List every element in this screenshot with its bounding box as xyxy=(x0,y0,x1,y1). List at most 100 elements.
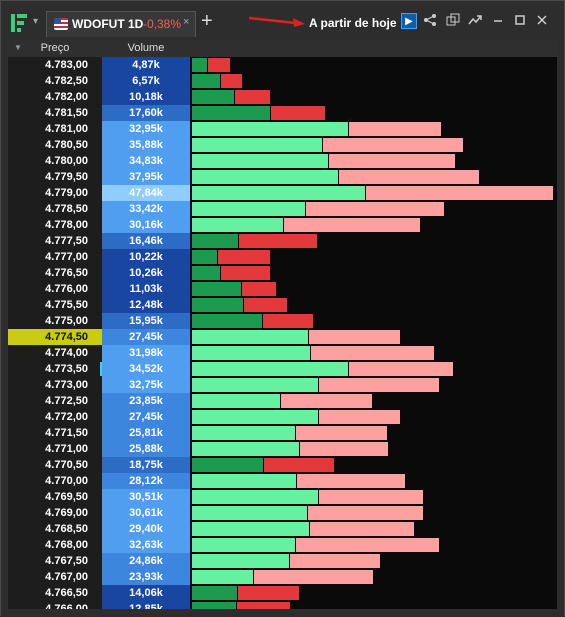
volume-cell: 29,40k xyxy=(102,521,190,537)
tab-close-icon[interactable]: × xyxy=(183,16,190,28)
ladder-row[interactable]: 4.778,00 30,16k xyxy=(8,217,557,233)
sell-volume-bar xyxy=(338,170,479,184)
price-cell: 4.779,50 xyxy=(8,169,102,185)
volume-column-header[interactable]: Volume xyxy=(127,42,165,54)
sell-volume-bar xyxy=(271,106,326,120)
volume-cell: 32,63k xyxy=(102,537,190,553)
buy-volume-bar xyxy=(192,154,329,168)
ladder-row[interactable]: 4.768,50 29,40k xyxy=(8,521,557,537)
ladder-row[interactable]: 4.779,50 37,95k xyxy=(8,169,557,185)
ladder-row[interactable]: 4.767,50 24,86k xyxy=(8,553,557,569)
ladder-row[interactable]: 4.773,50 34,52k xyxy=(8,361,557,377)
volume-cell: 6,57k xyxy=(102,73,190,89)
ladder-row[interactable]: 4.772,00 27,45k xyxy=(8,409,557,425)
buy-volume-bar xyxy=(192,218,283,232)
ladder-row[interactable]: 4.780,00 34,83k xyxy=(8,153,557,169)
ladder-row[interactable]: 4.775,00 15,95k xyxy=(8,313,557,329)
sell-volume-bar xyxy=(283,218,420,232)
ladder-row[interactable]: 4.776,00 11,03k xyxy=(8,281,557,297)
price-cell: 4.781,00 xyxy=(8,121,102,137)
ladder-row[interactable]: 4.770,50 18,75k xyxy=(8,457,557,473)
price-cell: 4.777,50 xyxy=(8,233,102,249)
tab-change: -0,38% xyxy=(143,17,182,31)
price-cell: 4.770,00 xyxy=(8,473,102,489)
maximize-icon[interactable] xyxy=(512,13,528,29)
price-cell: 4.778,00 xyxy=(8,217,102,233)
volume-cell: 25,81k xyxy=(102,425,190,441)
ladder-row[interactable]: 4.781,00 32,95k xyxy=(8,121,557,137)
sort-down-icon[interactable]: ▼ xyxy=(14,43,22,52)
sell-volume-bar xyxy=(241,282,276,296)
minimize-icon[interactable] xyxy=(490,13,506,29)
sell-volume-bar xyxy=(280,394,373,408)
sell-volume-bar xyxy=(238,586,299,600)
volume-cell: 10,26k xyxy=(102,265,190,281)
ladder-row[interactable]: 4.773,00 32,75k xyxy=(8,377,557,393)
price-cell: 4.767,50 xyxy=(8,553,102,569)
ladder-row[interactable]: 4.767,00 23,93k xyxy=(8,569,557,585)
price-cell: 4.778,50 xyxy=(8,201,102,217)
ladder-row[interactable]: 4.780,50 35,88k xyxy=(8,137,557,153)
ladder-row[interactable]: 4.769,00 30,61k xyxy=(8,505,557,521)
ladder-row[interactable]: 4.782,00 10,18k xyxy=(8,89,557,105)
ladder-row[interactable]: 4.772,50 23,85k xyxy=(8,393,557,409)
sell-volume-bar xyxy=(238,234,317,248)
ladder-row[interactable]: 4.782,50 6,57k xyxy=(8,73,557,89)
price-cell: 4.780,50 xyxy=(8,137,102,153)
sell-volume-bar xyxy=(220,74,243,88)
ladder-row[interactable]: 4.769,50 30,51k xyxy=(8,489,557,505)
detach-window-icon[interactable] xyxy=(445,13,461,29)
ladder-row[interactable]: 4.770,00 28,12k xyxy=(8,473,557,489)
sell-volume-bar xyxy=(290,554,381,568)
ladder-row[interactable]: 4.771,50 25,81k xyxy=(8,425,557,441)
price-cell: 4.770,50 xyxy=(8,457,102,473)
ladder-row[interactable]: 4.777,50 16,46k xyxy=(8,233,557,249)
sell-volume-bar xyxy=(263,458,335,472)
sell-volume-bar xyxy=(243,298,287,312)
ladder-row[interactable]: 4.774,00 31,98k xyxy=(8,345,557,361)
arrow-annotation-icon xyxy=(249,16,305,27)
ladder-row[interactable]: 4.768,00 32,63k xyxy=(8,537,557,553)
ladder-row[interactable]: 4.766,00 12,85k xyxy=(8,601,557,609)
tab-symbol: WDOFUT 1D xyxy=(72,17,144,31)
chevron-down-icon[interactable]: ▾ xyxy=(33,16,39,27)
sell-volume-bar xyxy=(236,602,290,609)
close-icon[interactable] xyxy=(534,13,550,29)
sell-volume-bar xyxy=(218,250,270,264)
sell-volume-bar xyxy=(329,154,456,168)
price-column-header[interactable]: Preço xyxy=(40,42,70,54)
ladder-row[interactable]: 4.783,00 4,87k xyxy=(8,57,557,73)
ladder-row[interactable]: 4.781,50 17,60k xyxy=(8,105,557,121)
ladder-row[interactable]: 4.778,50 33,42k xyxy=(8,201,557,217)
buy-volume-bar xyxy=(192,506,308,520)
today-filter-icon[interactable]: ▶ xyxy=(401,13,417,29)
volume-cell: 35,88k xyxy=(102,137,190,153)
share-icon[interactable] xyxy=(422,13,438,29)
sell-volume-bar xyxy=(262,314,314,328)
ladder-row[interactable]: 4.779,00 47,84k xyxy=(8,185,557,201)
volume-cell: 34,52k xyxy=(102,361,190,377)
buy-volume-bar xyxy=(192,442,300,456)
ladder-row[interactable]: 4.777,00 10,22k xyxy=(8,249,557,265)
price-cell: 4.772,50 xyxy=(8,393,102,409)
trend-icon[interactable] xyxy=(467,13,483,29)
volume-cell: 28,12k xyxy=(102,473,190,489)
ladder-row[interactable]: 4.766,50 14,06k xyxy=(8,585,557,601)
add-tab-button[interactable]: + xyxy=(201,10,213,32)
ladder-row[interactable]: 4.775,50 12,48k xyxy=(8,297,557,313)
sell-volume-bar xyxy=(220,266,271,280)
price-cell: 4.776,50 xyxy=(8,265,102,281)
us-flag-icon xyxy=(54,18,68,30)
sell-volume-bar xyxy=(319,410,400,424)
ladder-row[interactable]: 4.771,00 25,88k xyxy=(8,441,557,457)
volume-cell: 32,75k xyxy=(102,377,190,393)
volume-ladder: 4.783,00 4,87k 4.782,50 6,57k 4.782,00 10,18k… xyxy=(8,57,557,609)
app-logo-icon[interactable] xyxy=(11,14,31,32)
volume-cell: 10,18k xyxy=(102,89,190,105)
ladder-row[interactable]: 4.776,50 10,26k xyxy=(8,265,557,281)
price-cell: 4.780,00 xyxy=(8,153,102,169)
ladder-row[interactable]: 4.774,50 27,45k xyxy=(8,329,557,345)
tab-wdofut[interactable]: WDOFUT 1D -0,38% × xyxy=(46,11,196,37)
price-cell: 4.782,50 xyxy=(8,73,102,89)
